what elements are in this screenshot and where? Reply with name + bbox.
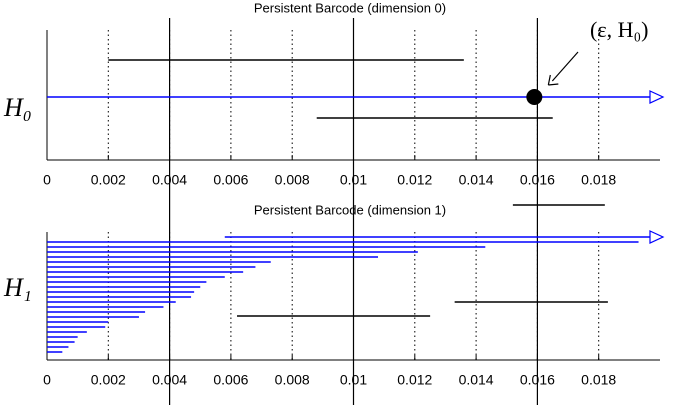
chart-title: Persistent Barcode (dimension 1) xyxy=(254,202,446,217)
x-tick-label: 0 xyxy=(43,372,51,388)
x-tick-label: 0.006 xyxy=(213,372,248,388)
annotation: (ε, H₀) xyxy=(590,17,648,42)
arrow-head xyxy=(649,230,665,244)
point xyxy=(526,89,543,105)
x-tick-label: 0.018 xyxy=(581,372,616,388)
x-tick-label: 0.014 xyxy=(459,372,494,388)
x-tick-label: 0 xyxy=(43,172,51,188)
annotation-arrow xyxy=(551,51,579,82)
axis-label: H₀ xyxy=(3,93,32,122)
x-tick-label: 0.018 xyxy=(581,172,616,188)
axis-label: H₁ xyxy=(3,273,32,302)
x-tick-label: 0.012 xyxy=(397,172,432,188)
x-tick-label: 0.012 xyxy=(397,372,432,388)
x-tick-label: 0.008 xyxy=(275,172,310,188)
x-tick-label: 0.006 xyxy=(213,172,248,188)
arrow-head xyxy=(649,90,665,104)
chart-title: Persistent Barcode (dimension 0) xyxy=(254,0,446,15)
x-tick-label: 0.002 xyxy=(91,172,126,188)
annotation-arrowhead xyxy=(547,74,559,86)
x-tick-label: 0.014 xyxy=(459,172,494,188)
x-tick-label: 0.008 xyxy=(275,372,310,388)
x-tick-label: 0.002 xyxy=(91,372,126,388)
